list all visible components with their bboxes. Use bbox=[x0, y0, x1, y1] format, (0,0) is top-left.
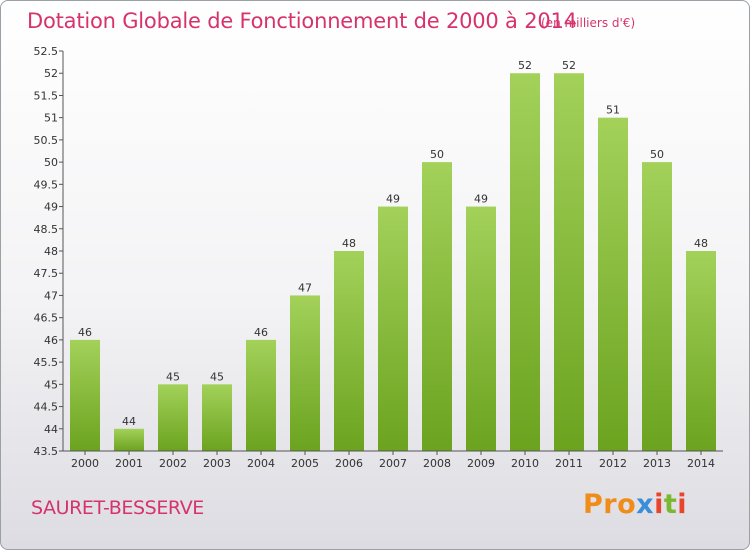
y-tick-label: 47.5 bbox=[34, 267, 59, 280]
data-label-2013: 50 bbox=[650, 148, 664, 161]
bar-2008[interactable] bbox=[422, 162, 452, 451]
bar-2007[interactable] bbox=[378, 206, 408, 451]
bar-2002[interactable] bbox=[158, 384, 188, 451]
x-tick-label-2008: 2008 bbox=[423, 457, 451, 470]
chart-title: Dotation Globale de Fonctionnement de 20… bbox=[27, 9, 577, 33]
data-label-2002: 45 bbox=[166, 370, 180, 383]
bar-2013[interactable] bbox=[642, 162, 672, 451]
data-label-2005: 47 bbox=[298, 281, 312, 294]
data-label-2006: 48 bbox=[342, 237, 356, 250]
y-tick-label: 51 bbox=[44, 112, 58, 125]
y-tick-label: 43.5 bbox=[34, 445, 59, 458]
data-label-2003: 45 bbox=[210, 370, 224, 383]
x-tick-label-2006: 2006 bbox=[335, 457, 363, 470]
x-tick-label-2002: 2002 bbox=[159, 457, 187, 470]
x-tick-label-2012: 2012 bbox=[599, 457, 627, 470]
data-label-2009: 49 bbox=[474, 193, 488, 206]
y-tick-label: 50.5 bbox=[34, 134, 59, 147]
y-tick-label: 46 bbox=[44, 334, 58, 347]
bar-2003[interactable] bbox=[202, 384, 232, 451]
data-label-2004: 46 bbox=[254, 326, 268, 339]
data-label-2010: 52 bbox=[518, 59, 532, 72]
x-tick-label-2007: 2007 bbox=[379, 457, 407, 470]
data-label-2014: 48 bbox=[694, 237, 708, 250]
bar-2004[interactable] bbox=[246, 339, 276, 451]
x-tick-label-2009: 2009 bbox=[467, 457, 495, 470]
x-tick-label-2010: 2010 bbox=[511, 457, 539, 470]
data-label-2011: 52 bbox=[562, 59, 576, 72]
y-tick-label: 50 bbox=[44, 156, 58, 169]
bar-2014[interactable] bbox=[686, 251, 716, 451]
y-tick-label: 48 bbox=[44, 245, 58, 258]
data-label-2008: 50 bbox=[430, 148, 444, 161]
bar-2000[interactable] bbox=[70, 339, 100, 451]
x-tick-label-2013: 2013 bbox=[643, 457, 671, 470]
x-tick-label-2000: 2000 bbox=[71, 457, 99, 470]
bar-2001[interactable] bbox=[114, 428, 144, 451]
y-tick-label: 48.5 bbox=[34, 223, 59, 236]
y-tick-label: 45 bbox=[44, 378, 58, 391]
y-tick-label: 49.5 bbox=[34, 178, 59, 191]
y-tick-label: 47 bbox=[44, 289, 58, 302]
x-tick-label-2005: 2005 bbox=[291, 457, 319, 470]
y-tick-label: 51.5 bbox=[34, 89, 59, 102]
y-tick-label: 46.5 bbox=[34, 312, 59, 325]
bar-2012[interactable] bbox=[598, 117, 628, 452]
y-tick-label: 52.5 bbox=[34, 45, 59, 58]
x-tick-label-2011: 2011 bbox=[555, 457, 583, 470]
bar-2005[interactable] bbox=[290, 295, 320, 451]
bar-2011[interactable] bbox=[554, 73, 584, 451]
x-tick-label-2014: 2014 bbox=[687, 457, 715, 470]
proxiti-logo[interactable]: Proxiti bbox=[583, 489, 688, 520]
y-tick-label: 45.5 bbox=[34, 356, 59, 369]
bar-2009[interactable] bbox=[466, 206, 496, 451]
y-tick-label: 49 bbox=[44, 201, 58, 214]
x-tick-label-2003: 2003 bbox=[203, 457, 231, 470]
data-label-2000: 46 bbox=[78, 326, 92, 339]
data-label-2012: 51 bbox=[606, 104, 620, 117]
data-label-2001: 44 bbox=[122, 415, 136, 428]
city-name: SAURET-BESSERVE bbox=[31, 497, 204, 519]
chart-unit: (en milliers d'€) bbox=[541, 16, 636, 30]
y-tick-label: 52 bbox=[44, 67, 58, 80]
x-tick-label-2001: 2001 bbox=[115, 457, 143, 470]
bar-2010[interactable] bbox=[510, 73, 540, 451]
data-label-2007: 49 bbox=[386, 193, 400, 206]
bar-2006[interactable] bbox=[334, 251, 364, 451]
y-tick-label: 44.5 bbox=[34, 401, 59, 414]
x-tick-label-2004: 2004 bbox=[247, 457, 275, 470]
y-tick-label: 44 bbox=[44, 423, 58, 436]
